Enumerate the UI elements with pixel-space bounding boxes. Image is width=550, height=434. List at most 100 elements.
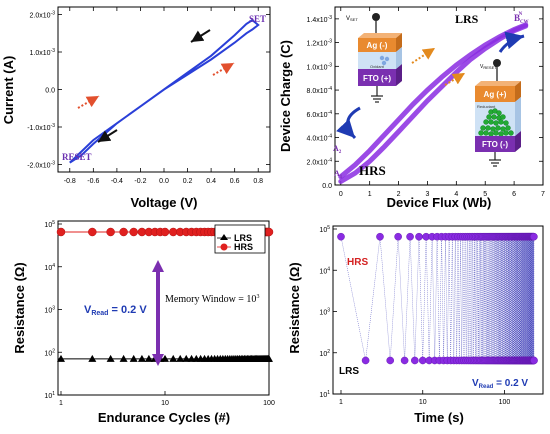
y-tick-label: 1.4x10-3 bbox=[307, 15, 333, 24]
axis-ticks bbox=[58, 7, 270, 172]
y-tick-label: -2.0x10-3 bbox=[27, 161, 55, 170]
y-tick-label: 102 bbox=[44, 348, 55, 357]
arrow-blue-left bbox=[336, 106, 361, 140]
y-tick-label: 103 bbox=[44, 306, 55, 315]
x-axis-label: Voltage (V) bbox=[131, 195, 198, 210]
x-tick-labels: 1 10 100 bbox=[339, 399, 510, 406]
x-tick-label: 100 bbox=[263, 400, 275, 407]
x-tick-label: 3 bbox=[425, 191, 429, 198]
y-tick-label: 101 bbox=[319, 390, 330, 399]
fto-minus-label: FTO (-) bbox=[482, 140, 508, 149]
a2-label: A2 bbox=[333, 144, 342, 155]
y-tick-label: -1.0x10-3 bbox=[27, 123, 55, 132]
hrs-point bbox=[106, 227, 115, 237]
x-tick-label: 0.0 bbox=[159, 178, 169, 185]
x-tick-label: 10 bbox=[161, 400, 169, 407]
x-tick-label: 1 bbox=[368, 191, 372, 198]
lrs-point bbox=[411, 356, 419, 365]
memory-window-label: Memory Window = 103 bbox=[165, 294, 259, 305]
x-tick-label: 0.2 bbox=[183, 178, 193, 185]
switching-trace bbox=[340, 236, 535, 361]
oxidant-label: Oxidant bbox=[370, 64, 385, 69]
x-tick-label: -0.2 bbox=[134, 178, 146, 185]
y-tick-label: 8.0x10-4 bbox=[307, 86, 333, 95]
ag-minus-label: Ag (-) bbox=[367, 41, 388, 50]
ag-plus-label: Ag (+) bbox=[484, 90, 507, 99]
a1-label: A1 bbox=[334, 169, 343, 180]
charge-flux-panel: 0 1 2 3 4 5 6 7 0.0 2.0x10-4 4.0x10-4 6.0x10-4 8.0x… bbox=[278, 6, 545, 210]
legend-lrs-label: LRS bbox=[234, 233, 252, 243]
axis-ticks bbox=[58, 223, 270, 396]
plot-frame bbox=[57, 220, 270, 396]
lrs-point bbox=[169, 354, 178, 362]
hrs-label: HRS bbox=[347, 257, 368, 268]
hrs-point bbox=[530, 232, 538, 241]
x-tick-label: 0.6 bbox=[230, 178, 240, 185]
y-tick-label: 4.0x10-4 bbox=[307, 134, 333, 143]
lrs-point bbox=[57, 354, 65, 362]
x-tick-label: -0.8 bbox=[64, 178, 76, 185]
hrs-point bbox=[119, 227, 128, 237]
vset-label: VSET bbox=[346, 16, 358, 22]
x-axis-label: Time (s) bbox=[414, 410, 464, 425]
arrow-black-upper bbox=[190, 29, 211, 43]
x-axis-label: Device Flux (Wb) bbox=[387, 195, 492, 210]
lrs-point bbox=[400, 356, 409, 365]
hrs-point bbox=[264, 227, 274, 237]
time-switching-panel: 1 10 100 101 102 103 104 105 HRS LRS VRead = 0… bbox=[287, 225, 544, 425]
hrs-point bbox=[415, 232, 423, 241]
hrs-point bbox=[406, 232, 414, 241]
legend-hrs-marker bbox=[220, 243, 228, 251]
x-tick-label: -0.6 bbox=[87, 178, 99, 185]
x-tick-label: 5 bbox=[483, 191, 487, 198]
endurance-panel: 1 10 100 101 102 103 104 105 LRS HRS VRead = 0… bbox=[12, 220, 275, 425]
y-tick-label: 105 bbox=[319, 225, 330, 234]
bcw-label: BCWN bbox=[514, 12, 529, 25]
y-tick-labels: 0.0 2.0x10-4 4.0x10-4 6.0x10-4 8.0x10-4 1.0x1… bbox=[307, 15, 333, 190]
terminal-node bbox=[372, 13, 380, 21]
lrs-point bbox=[530, 356, 538, 365]
set-device-inset: VSET Ag (-) Oxidant FTO (+) bbox=[346, 13, 402, 103]
x-tick-labels: -0.8 -0.6 -0.4 -0.2 0.0 0.2 0.4 0.6 0.8 bbox=[64, 178, 263, 185]
y-tick-label: 101 bbox=[44, 391, 55, 400]
lrs-point bbox=[129, 354, 138, 362]
charge-flux-curves bbox=[338, 22, 529, 184]
lrs-point bbox=[182, 354, 191, 362]
y-tick-label: 1.0x10-3 bbox=[307, 62, 333, 71]
y-tick-labels: 101 102 103 104 105 bbox=[319, 225, 330, 399]
hrs-point bbox=[337, 232, 345, 241]
lrs-point bbox=[119, 354, 128, 362]
x-tick-label: 1 bbox=[339, 399, 343, 406]
lrs-point bbox=[418, 356, 427, 365]
y-axis-label: Current (A) bbox=[1, 56, 16, 125]
terminal-node bbox=[493, 59, 501, 67]
y-tick-label: 1.0x10-3 bbox=[30, 48, 56, 57]
iv-curve-panel: -0.8 -0.6 -0.4 -0.2 0.0 0.2 0.4 0.6 0.8 2.0x10-3… bbox=[1, 6, 271, 210]
reductant-label: Reductant bbox=[477, 104, 496, 109]
arrow-red-upper bbox=[212, 62, 235, 76]
reset-device-inset: VRESET Ag (+) Reductant FTO (-) bbox=[475, 59, 521, 167]
fto-plus-label: FTO (+) bbox=[363, 74, 391, 83]
hrs-point bbox=[160, 227, 170, 237]
y-tick-labels: 101 102 103 104 105 bbox=[44, 220, 55, 400]
y-tick-label: 1.2x10-3 bbox=[307, 39, 333, 48]
lrs-point bbox=[176, 354, 185, 362]
x-tick-label: 7 bbox=[541, 191, 545, 198]
lrs-label: LRS bbox=[455, 12, 479, 26]
lrs-point bbox=[88, 354, 97, 362]
y-tick-label: 6.0x10-4 bbox=[307, 110, 333, 119]
x-tick-label: 10 bbox=[419, 399, 427, 406]
plot-frame bbox=[332, 225, 544, 395]
x-tick-label: 0.4 bbox=[206, 178, 216, 185]
hrs-point bbox=[129, 227, 138, 237]
lrs-point bbox=[106, 354, 115, 362]
lrs-point bbox=[386, 356, 395, 365]
arrow-black-lower bbox=[97, 129, 118, 143]
lrs-point bbox=[265, 354, 273, 362]
set-label: SET bbox=[249, 14, 266, 24]
iv-loop-curve bbox=[69, 18, 260, 164]
y-axis-label: Resistance (Ω) bbox=[287, 262, 302, 353]
vread-label: VRead = 0.2 V bbox=[472, 378, 528, 390]
arrow-blue-right bbox=[498, 31, 525, 53]
